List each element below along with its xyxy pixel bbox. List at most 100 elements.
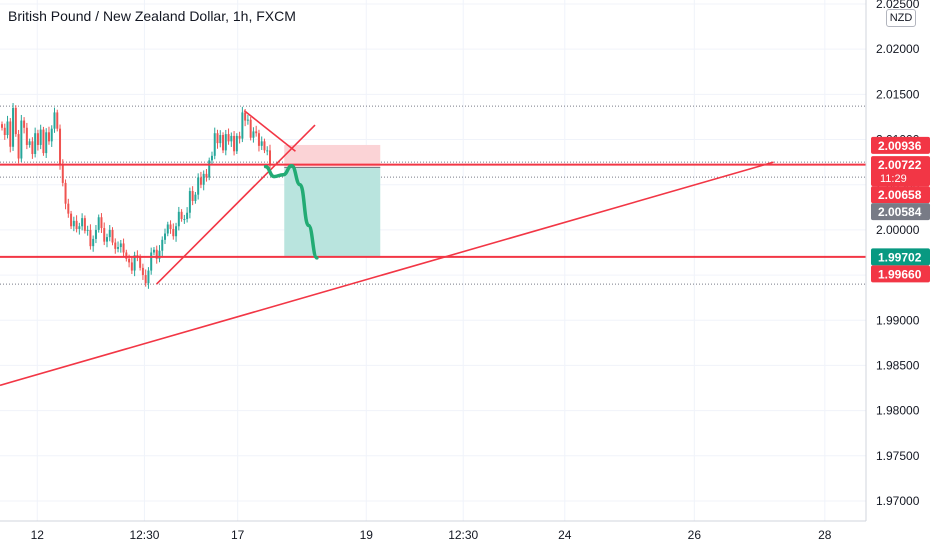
candle-body: [119, 243, 122, 248]
candle-body: [125, 252, 128, 259]
candle-body: [222, 135, 225, 151]
time-tick-label: 26: [688, 528, 702, 542]
candle-body: [255, 131, 258, 134]
candle-body: [86, 229, 89, 231]
candle-body: [105, 237, 108, 242]
countdown-label: 11:29: [880, 173, 907, 185]
time-tick-label: 12: [31, 528, 45, 542]
candle-body: [70, 213, 73, 227]
candle-body: [249, 119, 252, 138]
price-tick-label: 1.97000: [876, 494, 920, 508]
time-tick-label: 19: [360, 528, 374, 542]
candle-body: [257, 133, 260, 146]
currency-badge[interactable]: NZD: [886, 9, 916, 27]
candle-body: [56, 112, 59, 129]
candle-body: [155, 249, 158, 259]
candle-body: [230, 135, 233, 142]
candle-body: [208, 160, 211, 178]
price-label-text: 2.00722: [878, 158, 922, 172]
price-label-box: [871, 136, 930, 154]
trendline: [243, 109, 296, 152]
candle-body: [64, 182, 67, 204]
candle-body: [23, 120, 26, 128]
candle-body: [3, 127, 6, 136]
candle-body: [202, 173, 205, 185]
candle-body: [39, 129, 42, 145]
candle-body: [244, 112, 247, 121]
candle-body: [114, 242, 117, 249]
candle-body: [9, 121, 12, 147]
candle-body: [166, 224, 169, 234]
candle-body: [20, 120, 23, 159]
candle-body: [78, 226, 81, 229]
candle-body: [83, 218, 86, 231]
projection-curve: [263, 163, 319, 260]
price-label-box: [871, 265, 930, 283]
candle-body: [59, 128, 62, 165]
time-tick-label: 17: [231, 528, 245, 542]
candle-body: [75, 220, 78, 229]
candle-body: [144, 275, 147, 284]
candle-body: [1, 124, 3, 128]
candle-body: [100, 217, 103, 229]
price-tick-label: 1.99000: [876, 313, 920, 327]
candle-body: [12, 107, 15, 147]
candle-body: [130, 262, 133, 271]
price-label-text: 2.00584: [878, 205, 922, 219]
candle-body: [94, 229, 97, 239]
price-label-box: [871, 248, 930, 266]
time-axis[interactable]: 12 12:30 17 19 12:30 24 26 28: [0, 520, 932, 550]
candle-body: [72, 220, 75, 227]
price-axis[interactable]: 1.970001.975001.980001.985001.990001.995…: [865, 0, 932, 550]
candle-body: [128, 258, 131, 263]
candle-body: [194, 194, 197, 201]
candle-body: [139, 257, 142, 268]
stop-zone: [284, 144, 381, 168]
candle-body: [213, 133, 216, 156]
candle-body: [53, 112, 56, 129]
candle-body: [122, 243, 125, 253]
candle-body: [150, 252, 153, 271]
price-label-text: 2.00658: [878, 188, 922, 202]
short-position-tool[interactable]: [284, 144, 381, 257]
candle-body: [227, 134, 230, 142]
candle-body: [241, 112, 244, 139]
candle-body: [133, 255, 136, 271]
candle-body: [186, 212, 189, 220]
horizontal-level-lines[interactable]: [0, 163, 866, 258]
projection-path[interactable]: [263, 163, 319, 260]
price-tick-label: 2.00000: [876, 223, 920, 237]
candle-body: [177, 211, 180, 227]
candle-body: [50, 128, 53, 142]
grid: [0, 0, 866, 521]
trendline: [0, 161, 774, 387]
dotted-level-lines: [0, 105, 866, 285]
candle-body: [224, 134, 227, 151]
candle-body: [233, 135, 236, 152]
candle-body: [235, 135, 238, 152]
candle-body: [103, 228, 106, 242]
candle-body: [117, 247, 120, 249]
price-tick-label: 2.01500: [876, 87, 920, 101]
candle-body: [108, 229, 111, 238]
candle-body: [152, 249, 155, 253]
candle-body: [246, 119, 249, 121]
candle-body: [183, 219, 186, 221]
time-axis-bg: [0, 521, 932, 550]
candle-body: [47, 132, 50, 142]
candle-body: [191, 191, 194, 201]
candle-body: [6, 121, 9, 136]
candle-body: [269, 150, 271, 165]
candle-body: [197, 177, 200, 195]
candle-body: [205, 173, 208, 178]
price-label-box: [871, 186, 930, 204]
time-tick-label: 12:30: [129, 528, 159, 542]
price-label-text: 1.99702: [878, 250, 922, 264]
candle-body: [219, 135, 222, 144]
candle-body: [31, 141, 34, 154]
candle-body: [61, 164, 64, 183]
candle-body: [92, 238, 95, 247]
candle-body: [188, 191, 191, 213]
candle-body: [89, 229, 92, 247]
